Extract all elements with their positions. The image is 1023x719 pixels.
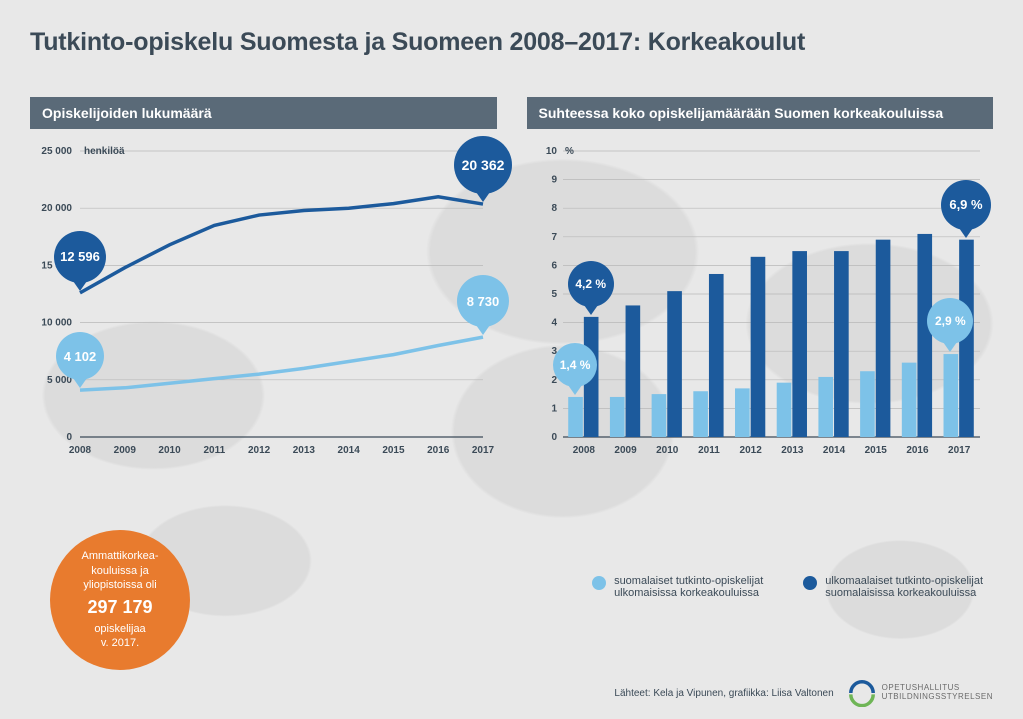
- svg-text:2016: 2016: [427, 445, 450, 456]
- legend-text: suomalaisissa korkeakouluissa: [825, 587, 983, 599]
- svg-text:2014: 2014: [338, 445, 361, 456]
- line-chart-title: Opiskelijoiden lukumäärä: [30, 97, 497, 129]
- legend-dot-light: [592, 576, 606, 590]
- content-wrapper: Tutkinto-opiskelu Suomesta ja Suomeen 20…: [0, 0, 1023, 463]
- svg-text:2008: 2008: [572, 445, 595, 456]
- callout-line: yliopistoissa oli: [83, 578, 156, 593]
- svg-text:2012: 2012: [248, 445, 271, 456]
- svg-text:2016: 2016: [906, 445, 929, 456]
- svg-text:25 000: 25 000: [41, 146, 72, 157]
- svg-text:2009: 2009: [614, 445, 637, 456]
- source-text: Lähteet: Kela ja Vipunen, grafiikka: Lii…: [614, 688, 833, 699]
- org-logo: OPETUSHALLITUS UTBILDNINGSSTYRELSEN: [848, 679, 993, 707]
- logo-icon: [848, 679, 876, 707]
- svg-text:6: 6: [551, 260, 557, 271]
- bar-chart-block: Suhteessa koko opiskelijamäärään Suomen …: [527, 97, 994, 463]
- svg-text:5: 5: [551, 289, 557, 300]
- svg-text:2013: 2013: [781, 445, 804, 456]
- svg-text:2013: 2013: [293, 445, 316, 456]
- legend-item-light: suomalaiset tutkinto-opiskelijat ulkomai…: [592, 575, 763, 599]
- callout-line: v. 2017.: [101, 636, 139, 651]
- svg-text:2012: 2012: [739, 445, 762, 456]
- svg-text:8: 8: [551, 203, 557, 214]
- svg-text:10 000: 10 000: [41, 318, 72, 329]
- value-bubble: 4 102: [56, 332, 104, 380]
- svg-text:2015: 2015: [864, 445, 887, 456]
- line-chart: 05 00010 00015 00020 00025 000henkilöä20…: [30, 143, 497, 463]
- svg-text:0: 0: [551, 432, 557, 443]
- legend-label: suomalaiset tutkinto-opiskelijat ulkomai…: [614, 575, 763, 599]
- svg-text:0: 0: [66, 432, 72, 443]
- legend-item-dark: ulkomaalaiset tutkinto-opiskelijat suoma…: [803, 575, 983, 599]
- value-bubble: 8 730: [457, 275, 509, 327]
- bar-chart: 012345678910%200820092010201120122013201…: [527, 143, 994, 463]
- svg-text:henkilöä: henkilöä: [84, 146, 125, 157]
- svg-text:7: 7: [551, 232, 557, 243]
- callout-circle: Ammattikorkea- kouluissa ja yliopistoiss…: [50, 530, 190, 670]
- callout-line: kouluissa ja: [91, 564, 148, 579]
- svg-text:1: 1: [551, 403, 557, 414]
- org-line: UTBILDNINGSSTYRELSEN: [882, 693, 993, 702]
- svg-text:20 000: 20 000: [41, 203, 72, 214]
- svg-text:2017: 2017: [472, 445, 495, 456]
- svg-text:2010: 2010: [656, 445, 679, 456]
- svg-text:2008: 2008: [69, 445, 92, 456]
- legend-label: ulkomaalaiset tutkinto-opiskelijat suoma…: [825, 575, 983, 599]
- svg-text:2010: 2010: [158, 445, 181, 456]
- footer: Lähteet: Kela ja Vipunen, grafiikka: Lii…: [614, 679, 993, 707]
- legend: suomalaiset tutkinto-opiskelijat ulkomai…: [592, 575, 983, 599]
- svg-text:2014: 2014: [822, 445, 845, 456]
- callout-number: 297 179: [87, 595, 152, 619]
- value-bubble: 12 596: [54, 231, 106, 283]
- logo-text: OPETUSHALLITUS UTBILDNINGSSTYRELSEN: [882, 684, 993, 702]
- svg-text:4: 4: [551, 318, 557, 329]
- value-bubble: 20 362: [454, 136, 512, 194]
- svg-text:9: 9: [551, 175, 557, 186]
- value-bubble: 4,2 %: [568, 261, 614, 307]
- svg-text:2017: 2017: [948, 445, 971, 456]
- svg-text:2009: 2009: [114, 445, 137, 456]
- page-title: Tutkinto-opiskelu Suomesta ja Suomeen 20…: [30, 28, 993, 57]
- svg-text:2011: 2011: [203, 445, 225, 456]
- callout-line: opiskelijaa: [94, 622, 145, 637]
- svg-text:10: 10: [545, 146, 557, 157]
- svg-text:2011: 2011: [698, 445, 720, 456]
- svg-text:2015: 2015: [382, 445, 405, 456]
- legend-dot-dark: [803, 576, 817, 590]
- charts-row: Opiskelijoiden lukumäärä 05 00010 00015 …: [30, 97, 993, 463]
- legend-text: ulkomaisissa korkeakouluissa: [614, 587, 763, 599]
- legend-text: ulkomaalaiset tutkinto-opiskelijat: [825, 575, 983, 587]
- bar-chart-title: Suhteessa koko opiskelijamäärään Suomen …: [527, 97, 994, 129]
- value-bubble: 6,9 %: [941, 180, 991, 230]
- line-chart-block: Opiskelijoiden lukumäärä 05 00010 00015 …: [30, 97, 497, 463]
- legend-text: suomalaiset tutkinto-opiskelijat: [614, 575, 763, 587]
- svg-text:%: %: [565, 146, 574, 157]
- callout-line: Ammattikorkea-: [81, 549, 158, 564]
- value-bubble: 1,4 %: [553, 343, 597, 387]
